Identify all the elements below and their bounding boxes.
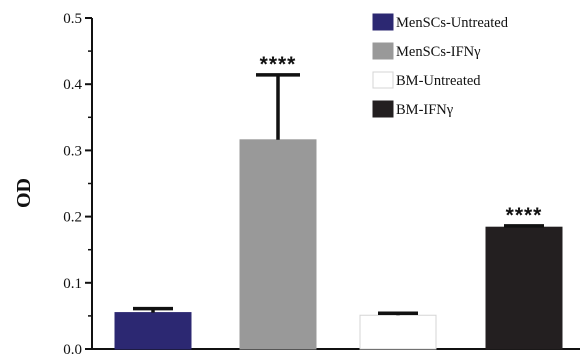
legend-swatch — [372, 71, 394, 89]
legend-label: BM-IFNγ — [396, 102, 454, 118]
bars: **** **** — [114, 53, 563, 350]
legend: MenSCs-Untreated MenSCs-IFNγ BM-Untreated B… — [372, 13, 509, 118]
y-tick-label: 0.2 — [63, 210, 82, 226]
legend-swatch — [372, 42, 394, 60]
legend-label: MenSCs-Untreated — [396, 15, 509, 31]
y-tick-label: 0.3 — [63, 143, 82, 159]
significance-label: **** — [506, 204, 543, 227]
legend-swatch — [372, 100, 394, 118]
legend-label: MenSCs-IFNγ — [396, 44, 481, 60]
bar-menscs-untreated — [114, 312, 192, 350]
bar-bm-untreated — [359, 314, 437, 350]
y-axis-title: OD — [13, 178, 35, 208]
significance-label: **** — [260, 53, 297, 76]
y-tick-label: 0.5 — [63, 11, 82, 27]
y-tick-label: 0.0 — [63, 342, 82, 356]
y-tick-label: 0.1 — [63, 276, 82, 292]
bar-menscs-ifn- — [239, 139, 317, 350]
legend-label: BM-Untreated — [396, 73, 481, 89]
y-tick-label: 0.4 — [63, 77, 82, 93]
bar-bm-ifn- — [485, 226, 563, 350]
legend-swatch — [372, 13, 394, 31]
